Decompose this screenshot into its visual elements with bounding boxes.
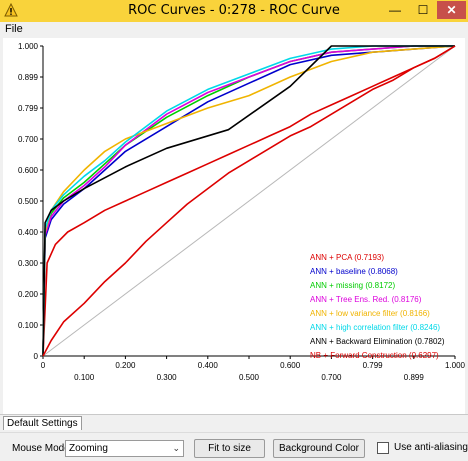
- background-color-button[interactable]: Background Color: [273, 439, 365, 458]
- close-button[interactable]: ✕: [437, 1, 466, 19]
- settings-tabs: Default Settings: [0, 414, 468, 430]
- y-tick-label: 0.400: [18, 228, 39, 237]
- control-panel: Mouse Mode Zooming ⌄ Fit to size Backgro…: [0, 432, 468, 461]
- x-tick-label: 0.200: [115, 361, 136, 370]
- x-tick-label: 1.000: [445, 361, 465, 370]
- roc-curve-series: [42, 45, 456, 357]
- x-tick-label: 0.700: [321, 373, 342, 382]
- x-tick-label: 0.100: [74, 373, 95, 382]
- diagonal-reference-line: [42, 45, 456, 357]
- y-tick-label: 0.700: [18, 135, 39, 144]
- minimize-button[interactable]: —: [389, 3, 401, 17]
- y-tick-label: 0.300: [18, 259, 39, 268]
- roc-curve-series: [42, 45, 455, 357]
- roc-curve-series: [42, 45, 455, 357]
- anti-aliasing-label: Use anti-aliasing: [394, 442, 468, 453]
- legend-entry: ANN + PCA (0.7193): [310, 253, 384, 262]
- legend-entry: ANN + Backward Elimination (0.7802): [310, 337, 445, 346]
- y-tick-label: 0.500: [18, 197, 39, 206]
- legend-entry: ANN + low variance filter (0.8166): [310, 309, 430, 318]
- window-title: ROC Curves - 0:278 - ROC Curve: [128, 3, 340, 18]
- y-tick-label: 0.799: [18, 104, 39, 113]
- x-tick-label: 0.600: [280, 361, 301, 370]
- legend-entry: ANN + missing (0.8172): [310, 281, 395, 290]
- legend-entry: NB + Forward Construction (0.6297): [310, 351, 439, 360]
- y-tick-label: 0.100: [18, 321, 39, 330]
- mouse-mode-select[interactable]: Zooming ⌄: [65, 440, 184, 457]
- legend-entry: ANN + baseline (0.8068): [310, 267, 398, 276]
- x-tick-label: 0.400: [198, 361, 219, 370]
- roc-curve-series: [42, 45, 455, 357]
- menu-bar: File: [0, 22, 468, 38]
- mouse-mode-value: Zooming: [69, 443, 108, 454]
- maximize-button[interactable]: ☐: [417, 3, 429, 17]
- x-tick-label: 0.300: [157, 373, 178, 382]
- tab-default-settings[interactable]: Default Settings: [3, 416, 82, 430]
- chevron-down-icon: ⌄: [172, 443, 180, 453]
- menu-file[interactable]: File: [5, 23, 23, 35]
- legend-entry: ANN + high correlation filter (0.8246): [310, 323, 440, 332]
- x-tick-label: 0.899: [404, 373, 425, 382]
- y-tick-label: 0: [34, 352, 39, 361]
- x-tick-label: 0: [41, 361, 46, 370]
- legend-entry: ANN + Tree Ens. Red. (0.8176): [310, 295, 422, 304]
- y-tick-label: 0.899: [18, 73, 39, 82]
- title-bar[interactable]: ROC Curves - 0:278 - ROC Curve — ☐ ✕: [0, 0, 468, 22]
- y-tick-label: 0.200: [18, 290, 39, 299]
- fit-to-size-button[interactable]: Fit to size: [194, 439, 265, 458]
- roc-curve-series: [42, 45, 456, 357]
- roc-chart-panel[interactable]: 0 0.100 0.200 0.300 0.400 0.500 0.600 0.700 0.79…: [3, 38, 465, 414]
- x-tick-label: 0.799: [363, 361, 384, 370]
- y-tick-label: 1.000: [18, 42, 39, 51]
- roc-chart[interactable]: 0 0.100 0.200 0.300 0.400 0.500 0.600 0.700 0.79…: [3, 38, 465, 414]
- roc-curve-series: [42, 45, 456, 357]
- y-tick-label: 0.600: [18, 166, 39, 175]
- x-tick-label: 0.500: [239, 373, 260, 382]
- mouse-mode-label: Mouse Mode: [12, 443, 70, 454]
- anti-aliasing-checkbox[interactable]: [377, 442, 389, 454]
- warning-triangle-icon: [4, 3, 18, 17]
